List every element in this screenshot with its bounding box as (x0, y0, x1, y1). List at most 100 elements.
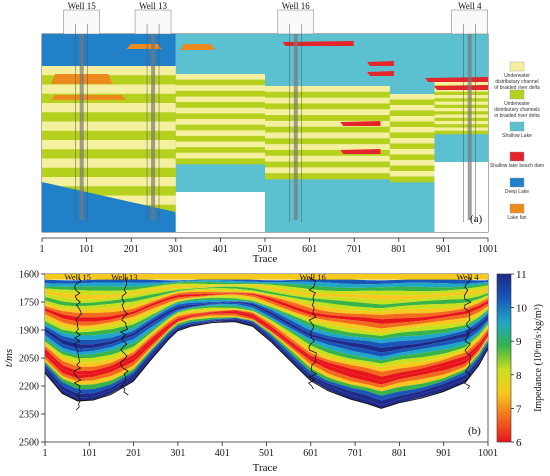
beach-dam-body (367, 71, 394, 76)
legend-label: Underwater (504, 73, 530, 79)
legend-label: Underwater (504, 101, 530, 107)
facies-layer (434, 124, 488, 128)
colorbar-title: Impedance (10⁶m/s·kg/m³) (533, 304, 544, 412)
legend-label: Deep Lake (505, 189, 529, 195)
x-axis-title-a: Trace (253, 253, 278, 265)
x-tick-label-a: 1001 (478, 244, 498, 255)
y-tick-label-b: 2500 (19, 438, 39, 449)
well-column (151, 34, 156, 220)
facies-layer (42, 167, 176, 178)
beach-dam-body (425, 77, 488, 82)
y-tick-label-b: 1900 (19, 326, 39, 337)
blank-region (434, 162, 488, 232)
facies-layer (389, 132, 435, 139)
facies-layer (265, 167, 390, 174)
legend-label: distributary channels (494, 107, 540, 113)
facies-layer (175, 85, 265, 92)
facies-layer (265, 155, 390, 162)
legend-swatch (509, 61, 525, 72)
impedance-band (45, 289, 488, 316)
facies-layer (42, 186, 176, 196)
x-tick-label-b: 801 (392, 448, 407, 459)
facies-layer (265, 103, 390, 110)
x-tick-label-b: 401 (215, 448, 230, 459)
wells-panel-b: Well 15 Well 13 Well 16 Well 4 (65, 272, 480, 411)
facies-layer (389, 154, 435, 161)
impedance-band (45, 293, 488, 329)
facies-layer (265, 149, 390, 157)
facies-layer (434, 111, 488, 115)
impedance-band (45, 281, 488, 292)
lake-fan-body (180, 44, 216, 50)
facies-layer (434, 91, 488, 96)
impedance-band (45, 317, 488, 396)
legend-label: Shallow lake beach dam (490, 163, 544, 169)
well-log-curve (307, 277, 318, 390)
facies-layer (42, 149, 176, 159)
panel-a-label: (a) (470, 213, 483, 225)
well-label-b: Well 13 (111, 272, 137, 282)
beach-dam-body (340, 121, 381, 126)
x-tick-label-a: 401 (213, 244, 228, 255)
legend-swatch (509, 121, 525, 132)
impedance-band (45, 296, 488, 336)
facies-layer (389, 94, 435, 100)
well-label-a: Well 4 (458, 1, 482, 11)
x-tick-label-b: 201 (126, 448, 141, 459)
facies-layer (389, 110, 435, 117)
facies-layer (389, 138, 435, 144)
facies-layer (175, 130, 265, 137)
facies-layer (175, 119, 265, 125)
deep-lake-base (42, 182, 176, 232)
legend-swatch (509, 89, 525, 100)
facies-layer (265, 109, 390, 116)
impedance-band (45, 313, 488, 388)
deep-lake-top (42, 34, 145, 42)
x-tick-label-b: 1 (43, 448, 48, 459)
impedance-colorbar: 6 7 8 9 10 11 (496, 269, 528, 449)
x-tick-label-b: 901 (436, 448, 451, 459)
impedance-top-band (45, 274, 488, 280)
facies-layer (389, 127, 435, 133)
facies-layer (175, 96, 265, 103)
y-axis-title-b: t/ms (3, 349, 15, 367)
facies-layer (434, 121, 488, 125)
impedance-band (45, 303, 488, 361)
well-label-b: Well 4 (457, 272, 480, 282)
impedance-band (45, 318, 488, 405)
facies-layer (434, 88, 488, 93)
facies-layer (42, 140, 176, 150)
x-tick-label-a: 701 (347, 244, 362, 255)
facies-layer (42, 177, 176, 187)
facies-layer (389, 99, 435, 106)
impedance-band (45, 285, 488, 305)
facies-layer (175, 102, 265, 109)
x-tick-label-b: 301 (170, 448, 185, 459)
well-label-b: Well 16 (299, 272, 325, 282)
impedance-band (45, 286, 488, 309)
colorbar-gradient (496, 273, 512, 443)
facies-layer (434, 127, 488, 132)
well-column (467, 34, 472, 220)
beach-dam-body (340, 149, 381, 154)
x-tick-label-b: 701 (348, 448, 363, 459)
facies-layer (434, 82, 488, 86)
facies-layer (42, 130, 176, 141)
well-label-a: Well 16 (282, 1, 311, 11)
legend-label: in braided river delta (494, 113, 540, 119)
impedance-band (45, 317, 488, 401)
impedance-band (45, 297, 488, 340)
facies-layer (389, 116, 435, 122)
well-log-curve (119, 277, 129, 396)
x-tick-label-a: 801 (391, 244, 406, 255)
x-axis-panel-b: 1 101 201 301 401 501 601 701 801 901 1001 (43, 442, 498, 459)
facies-layer (175, 79, 265, 86)
facies-layer (434, 108, 488, 112)
facies-layer (265, 144, 390, 151)
facies-layer (42, 66, 176, 76)
facies-layer (389, 121, 435, 128)
facies-layer (175, 158, 265, 165)
beach-dam-body (367, 61, 394, 66)
